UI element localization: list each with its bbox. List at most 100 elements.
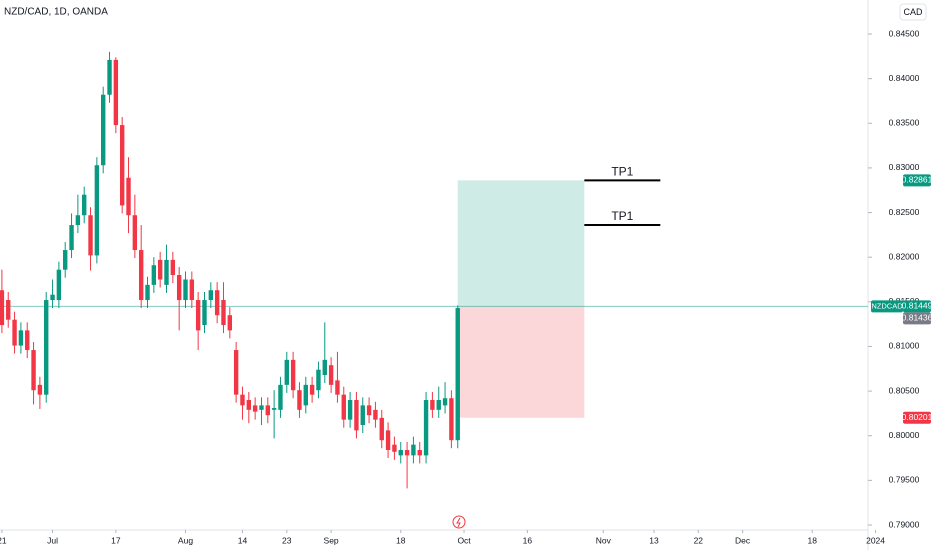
candle-body bbox=[69, 225, 74, 251]
candle-body bbox=[113, 59, 119, 126]
candle-body bbox=[246, 400, 252, 410]
candle-body bbox=[138, 250, 144, 301]
candle-body bbox=[303, 384, 308, 406]
y-tick-label: 0.84000 bbox=[889, 73, 920, 83]
candle-body bbox=[56, 269, 62, 301]
symbol-tag: NZDCAD bbox=[871, 301, 903, 310]
candle-body bbox=[366, 405, 372, 416]
target-tag: 0.82861 bbox=[902, 175, 932, 185]
candle-body bbox=[164, 259, 169, 285]
y-tick-label: 0.84500 bbox=[889, 28, 920, 38]
candle-body bbox=[284, 359, 289, 385]
candle-body bbox=[50, 294, 55, 301]
y-tick-label: 0.79500 bbox=[889, 475, 920, 485]
candle-body bbox=[189, 279, 195, 301]
candle-body bbox=[252, 405, 258, 412]
last-price-tag-bg bbox=[903, 300, 931, 313]
target-tag-bg bbox=[903, 174, 931, 187]
candle-body bbox=[119, 125, 125, 206]
y-tick-label: 0.82000 bbox=[889, 251, 920, 261]
y-tick-label: 0.80000 bbox=[889, 430, 920, 440]
stop-tag: 0.80201 bbox=[902, 412, 932, 422]
candle-body bbox=[335, 380, 340, 395]
candle-body bbox=[88, 215, 93, 256]
stop-tag-bg bbox=[903, 411, 931, 424]
y-tick-label: 0.81000 bbox=[889, 341, 920, 351]
stop-zone bbox=[457, 306, 585, 418]
candle-body bbox=[183, 279, 188, 301]
candle-body bbox=[442, 398, 448, 406]
x-tick-label: 21 bbox=[0, 535, 7, 545]
x-tick-label: Jul bbox=[47, 535, 58, 545]
candle-body bbox=[341, 394, 346, 420]
y-tick-label: 0.80500 bbox=[889, 385, 920, 395]
candle-body bbox=[278, 384, 283, 410]
events-icon[interactable] bbox=[452, 515, 466, 529]
candle-body bbox=[417, 450, 422, 456]
candle-body bbox=[44, 300, 49, 395]
candle-body bbox=[328, 365, 334, 385]
x-tick-label: 22 bbox=[694, 535, 704, 545]
tp-label: TP1 bbox=[611, 209, 633, 223]
currency-label[interactable]: CAD bbox=[903, 7, 923, 17]
candle-body bbox=[126, 177, 131, 216]
candle-body bbox=[265, 405, 270, 416]
candle-body bbox=[316, 369, 321, 391]
symbol-tag-bg bbox=[871, 300, 903, 313]
candle-body bbox=[82, 194, 87, 216]
candle-body bbox=[385, 430, 391, 451]
candle-body bbox=[18, 330, 24, 346]
candle-body bbox=[31, 350, 36, 391]
x-tick-label: Sep bbox=[324, 535, 339, 545]
candle-body bbox=[12, 319, 17, 346]
candle-body bbox=[354, 400, 359, 431]
candle-body bbox=[94, 165, 100, 256]
tp-label: TP1 bbox=[611, 164, 633, 178]
candle-body bbox=[379, 417, 384, 441]
x-tick-label: 23 bbox=[282, 535, 292, 545]
candle-body bbox=[157, 259, 163, 280]
candle-body bbox=[449, 398, 454, 441]
candle-body bbox=[233, 350, 239, 395]
x-tick-label: Oct bbox=[457, 535, 471, 545]
candle-body bbox=[309, 384, 315, 395]
y-tick-label: 0.79000 bbox=[889, 519, 920, 529]
event-circle[interactable] bbox=[452, 515, 466, 529]
candle-body bbox=[423, 400, 429, 456]
candle-body bbox=[195, 300, 201, 331]
last-price-tag: 0.81449 bbox=[902, 301, 932, 311]
candle-body bbox=[75, 215, 81, 226]
x-tick-label: 17 bbox=[111, 535, 121, 545]
candle-body bbox=[290, 359, 296, 391]
candle-body bbox=[145, 284, 150, 301]
x-tick-label: 16 bbox=[523, 535, 533, 545]
candle-body bbox=[63, 250, 68, 270]
candle-body bbox=[271, 408, 277, 410]
chart-title: NZD/CAD, 1D, OANDA bbox=[4, 7, 108, 18]
candle-body bbox=[151, 265, 157, 285]
y-tick-label: 0.83000 bbox=[889, 162, 920, 172]
y-tick-label: 0.82500 bbox=[889, 207, 920, 217]
x-tick-label: 13 bbox=[649, 535, 659, 545]
candle-body bbox=[37, 384, 43, 395]
candle-body bbox=[170, 259, 176, 276]
x-tick-label: Aug bbox=[178, 535, 193, 545]
candle-body bbox=[430, 400, 435, 410]
candle-body bbox=[240, 394, 245, 406]
candle-body bbox=[259, 405, 264, 410]
candle-body bbox=[132, 215, 138, 251]
event-bolt[interactable] bbox=[456, 517, 461, 528]
currency-button[interactable] bbox=[899, 3, 927, 21]
x-tick-label: 2024 bbox=[866, 535, 885, 545]
bid-tag-bg bbox=[903, 312, 931, 325]
candle-body bbox=[208, 290, 214, 301]
x-tick-label: 14 bbox=[238, 535, 248, 545]
y-tick-label: 0.83500 bbox=[889, 118, 920, 128]
candle-body bbox=[322, 359, 327, 376]
candle-body bbox=[0, 290, 5, 326]
candle-body bbox=[176, 275, 182, 301]
candle-body bbox=[6, 300, 11, 320]
candle-body bbox=[360, 405, 365, 426]
candle-body bbox=[202, 300, 207, 326]
